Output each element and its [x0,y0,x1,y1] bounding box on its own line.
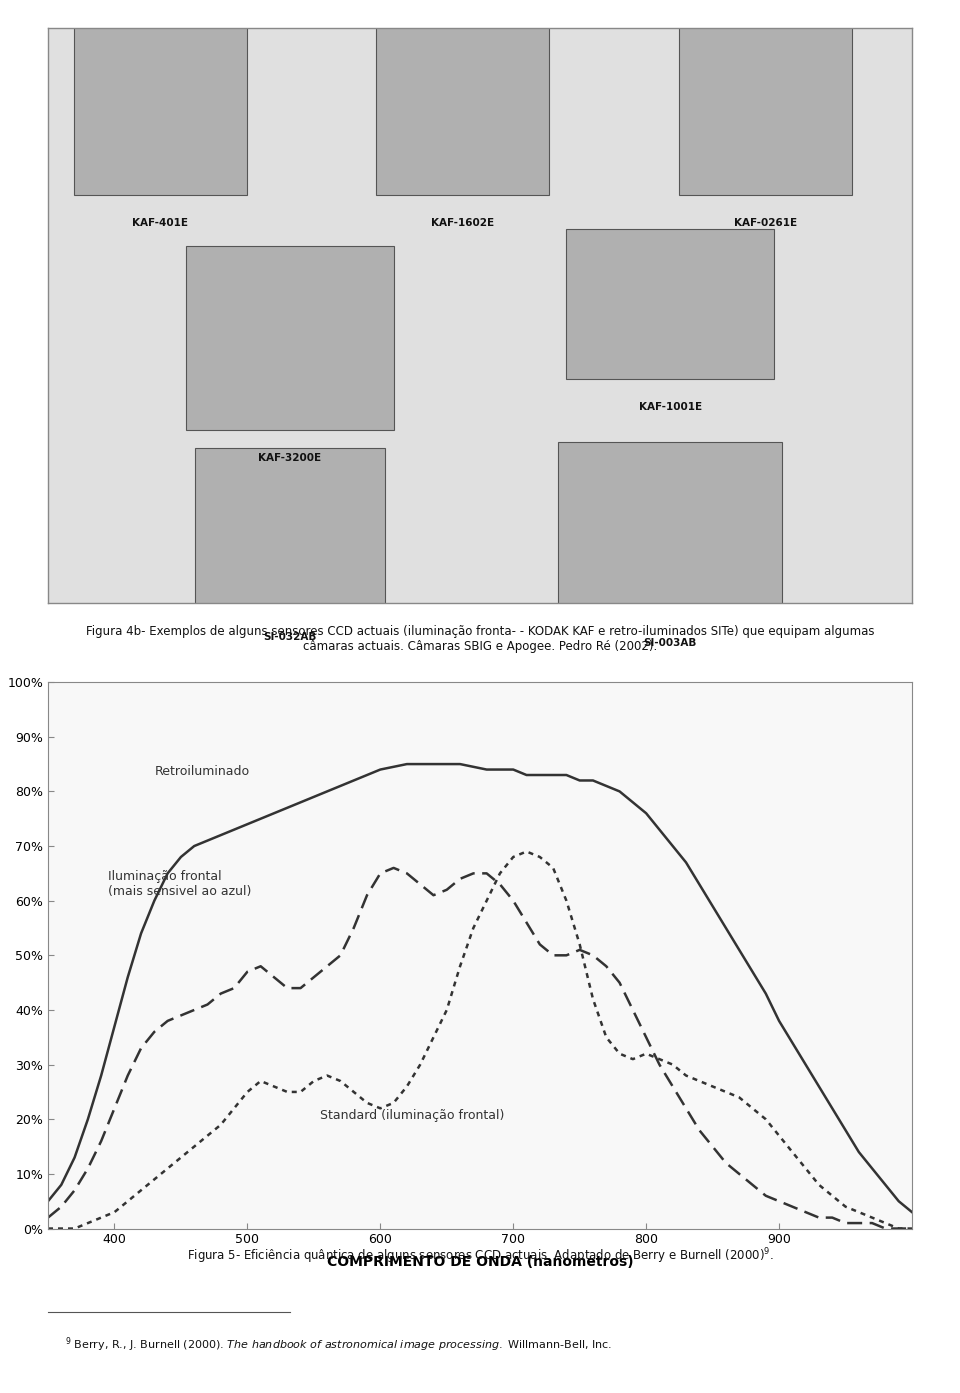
Text: Retroiluminado: Retroiluminado [155,765,250,779]
Text: KAF-0261E: KAF-0261E [733,217,797,227]
Bar [679,22,852,195]
Bar [558,442,782,614]
Bar [376,22,549,195]
X-axis label: COMPRIMENTO DE ONDA (nanometros): COMPRIMENTO DE ONDA (nanometros) [326,1255,634,1269]
Text: KAF-401E: KAF-401E [132,217,188,227]
Bar [186,247,394,430]
Text: KAF-3200E: KAF-3200E [258,454,322,464]
Bar [566,230,774,379]
Bar [195,447,385,609]
Text: KAF-1602E: KAF-1602E [431,217,494,227]
Text: Standard (iluminação frontal): Standard (iluminação frontal) [321,1109,505,1123]
Bar [74,22,247,195]
Text: SI-032AB: SI-032AB [263,632,317,642]
Text: KAF-1001E: KAF-1001E [638,401,702,412]
Text: Figura 5- Eficiência quântica de alguns sensores CCD actuais. Adaptado de Berry : Figura 5- Eficiência quântica de alguns … [186,1247,774,1266]
Text: Iluminação frontal
(mais sensivel ao azul): Iluminação frontal (mais sensivel ao azu… [108,871,252,898]
Text: Figura 4b- Exemplos de alguns sensores CCD actuais (iluminação fronta- - KODAK K: Figura 4b- Exemplos de alguns sensores C… [85,624,875,653]
Text: SI-003AB: SI-003AB [643,638,697,648]
Text: $^{9}$ Berry, R., J. Burnell (2000). $\it{The\ handbook\ of\ astronomical\ image: $^{9}$ Berry, R., J. Burnell (2000). $\i… [65,1336,612,1354]
